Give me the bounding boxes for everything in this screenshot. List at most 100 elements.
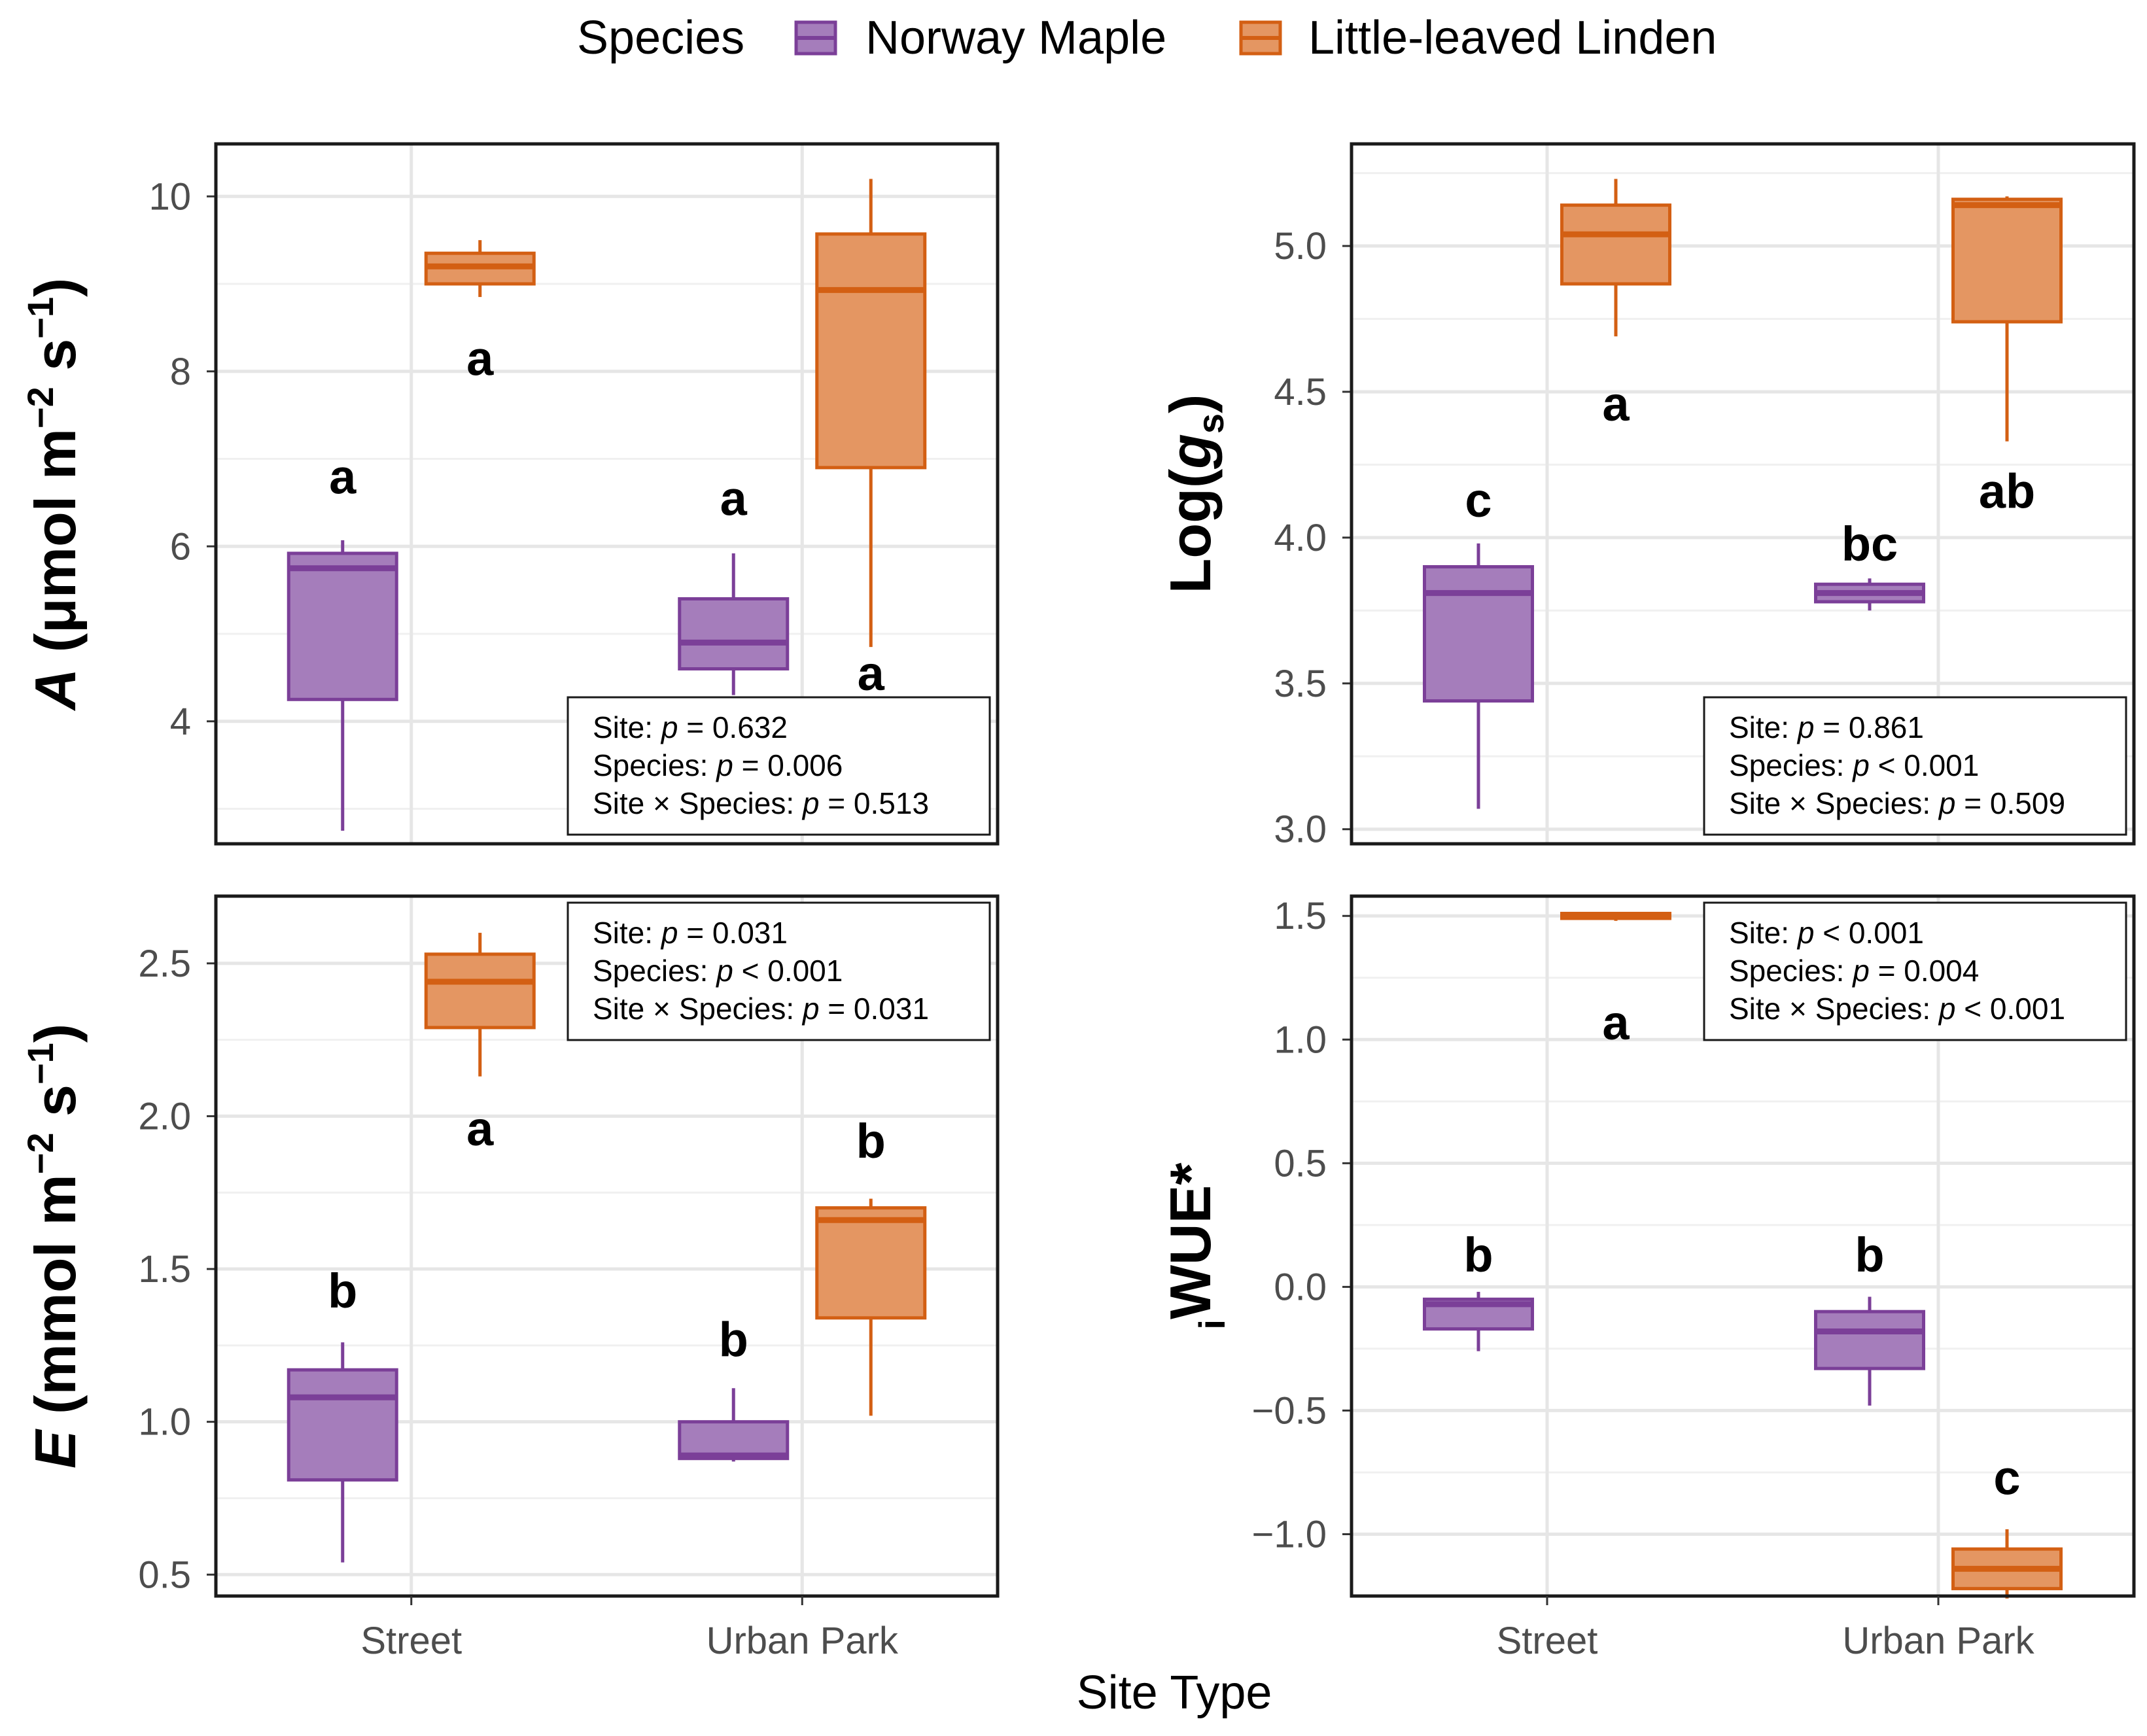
- stats-line: Species: p < 0.001: [1729, 748, 1979, 782]
- significance-letter: a: [329, 449, 357, 504]
- y-axis-title: Log(gs): [1158, 394, 1231, 594]
- significance-letter: b: [328, 1264, 357, 1318]
- legend-label-norway-maple: Norway Maple: [865, 12, 1166, 64]
- significance-letter: ab: [1979, 464, 2035, 519]
- box-little-leaved-linden-street: a: [424, 240, 536, 386]
- y-tick-label: 1.0: [138, 1401, 191, 1444]
- y-axis-title: E (mmol m−2 s−1): [20, 1024, 88, 1468]
- stats-box: Site: p = 0.632 Species: p = 0.006 Site × …: [567, 696, 991, 836]
- significance-letter: b: [719, 1313, 748, 1367]
- significance-letter: c: [1465, 473, 1492, 527]
- panel-border: [1350, 894, 2136, 1598]
- y-tick-label: 2.5: [138, 943, 191, 985]
- box-little-leaved-linden-street: a: [1560, 911, 1671, 1050]
- stats-box: Site: p < 0.001 Species: p = 0.004 Site × …: [1703, 901, 2127, 1041]
- box-iqr: [424, 952, 536, 1030]
- box-little-leaved-linden-urban-park: b: [815, 1114, 927, 1416]
- stats-line: Species: p = 0.004: [1729, 954, 1979, 988]
- box-norway-maple-urban-park: bc: [1814, 517, 1925, 611]
- box-little-leaved-linden-street: a: [1560, 179, 1671, 431]
- y-tick-label: 1.0: [1274, 1018, 1327, 1061]
- y-tick-label: 2.0: [138, 1095, 191, 1137]
- stats-box: Site: p = 0.031 Species: p < 0.001 Site × …: [567, 901, 991, 1041]
- y-tick-label: 0.5: [138, 1554, 191, 1596]
- stats-box-frame: [567, 696, 991, 836]
- legend-label-little-leaved-linden: Little-leaved Linden: [1308, 12, 1717, 64]
- stats-box: Site: p = 0.861 Species: p < 0.001 Site × …: [1703, 696, 2127, 836]
- box-norway-maple-street: c: [1423, 473, 1534, 809]
- x-axis-title: Site Type: [1077, 1667, 1272, 1719]
- significance-letter: b: [1855, 1228, 1884, 1282]
- y-tick-label: 4.5: [1274, 371, 1327, 413]
- stats-line: Site: p = 0.031: [593, 916, 788, 950]
- box-little-leaved-linden-urban-park: c: [1951, 1451, 2063, 1599]
- significance-letter: a: [466, 332, 494, 386]
- panel-stomatal-conductance: 3.0 3.5 4.0 4.5 5.0 c a bc ab Site: p = 0.861 Spec…: [1158, 142, 2136, 851]
- stats-line: Site × Species: p = 0.031: [593, 992, 929, 1026]
- panel-transpiration: 0.5 1.0 1.5 2.0 2.5 b a b b Site: p = 0.031 Specie…: [20, 894, 1000, 1662]
- significance-letter: b: [1463, 1228, 1493, 1282]
- y-tick-label: 10: [148, 175, 191, 218]
- box-iqr: [1814, 1310, 1925, 1370]
- significance-letter: a: [466, 1102, 494, 1156]
- legend-title: Species: [577, 12, 744, 64]
- x-tick-label: Urban Park: [707, 1620, 899, 1662]
- x-tick-label: Street: [1497, 1620, 1598, 1662]
- x-tick-label: Street: [360, 1620, 462, 1662]
- stats-line: Site: p = 0.861: [1729, 710, 1924, 744]
- significance-letter: a: [1602, 377, 1630, 431]
- box-iqr: [1423, 564, 1534, 703]
- stats-box-frame: [567, 901, 991, 1041]
- y-tick-label: 3.0: [1274, 808, 1327, 851]
- significance-letter: b: [856, 1114, 886, 1168]
- box-norway-maple-urban-park: a: [678, 472, 790, 695]
- y-tick-label: 0.0: [1274, 1266, 1327, 1308]
- box-norway-maple-street: b: [287, 1264, 398, 1563]
- significance-letter: a: [720, 472, 748, 526]
- y-tick-label: 6: [170, 525, 191, 568]
- y-tick-label: −0.5: [1252, 1389, 1327, 1432]
- significance-letter: a: [858, 646, 885, 701]
- box-iqr: [678, 597, 790, 670]
- y-tick-label: 5.0: [1274, 225, 1327, 268]
- panel-border: [214, 894, 1000, 1598]
- box-norway-maple-urban-park: b: [678, 1313, 790, 1462]
- box-little-leaved-linden-urban-park: ab: [1951, 196, 2063, 519]
- box-iqr: [815, 232, 927, 470]
- x-tick-label: Urban Park: [1842, 1620, 2034, 1662]
- box-little-leaved-linden-street: a: [424, 933, 536, 1156]
- significance-letter: c: [1993, 1451, 2020, 1505]
- significance-letter: bc: [1842, 517, 1898, 571]
- box-iqr: [287, 551, 398, 701]
- stats-line: Species: p = 0.006: [593, 748, 843, 782]
- significance-letter: a: [1602, 996, 1630, 1050]
- box-iqr: [678, 1420, 790, 1461]
- box-iqr: [1951, 198, 2063, 324]
- y-tick-label: 4.0: [1274, 517, 1327, 559]
- stats-line: Site: p = 0.632: [593, 710, 788, 744]
- stats-box-frame: [1703, 696, 2127, 836]
- stats-line: Site: p < 0.001: [1729, 916, 1924, 950]
- box-norway-maple-street: b: [1423, 1228, 1534, 1351]
- panel-border: [214, 142, 1000, 846]
- box-norway-maple-street: a: [287, 449, 398, 831]
- stats-line: Site × Species: p < 0.001: [1729, 992, 2065, 1026]
- stats-line: Site × Species: p = 0.509: [1729, 786, 2065, 820]
- y-tick-label: 4: [170, 701, 191, 743]
- box-iqr: [815, 1206, 927, 1320]
- y-tick-label: 1.5: [1274, 895, 1327, 937]
- box-iqr: [1560, 203, 1671, 286]
- y-tick-label: −1.0: [1252, 1513, 1327, 1555]
- y-tick-label: 3.5: [1274, 663, 1327, 705]
- y-axis-title: A (μmol m−2 s−1): [20, 278, 88, 712]
- y-axis-title: iWUE*: [1158, 1162, 1232, 1330]
- box-iqr: [287, 1368, 398, 1482]
- y-tick-label: 1.5: [138, 1248, 191, 1291]
- box-norway-maple-urban-park: b: [1814, 1228, 1925, 1406]
- panel-border: [1350, 142, 2136, 846]
- y-tick-label: 0.5: [1274, 1142, 1327, 1185]
- stats-box-frame: [1703, 901, 2127, 1041]
- box-little-leaved-linden-urban-park: a: [815, 179, 927, 701]
